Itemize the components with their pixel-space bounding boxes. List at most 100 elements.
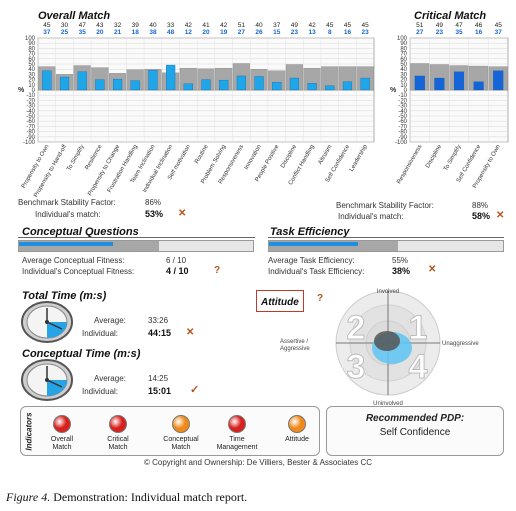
- attitude-quadrant-2: 2: [347, 309, 366, 347]
- attitude-benchmark-zone: [374, 331, 400, 351]
- conceptual-time-individual-label: Individual:: [82, 387, 119, 396]
- conceptual-time-check-icon: ✓: [190, 384, 200, 396]
- top-label-benchmark: 45: [43, 22, 51, 29]
- top-label-individual: 12: [185, 29, 193, 36]
- y-tick-label: 30: [400, 72, 407, 78]
- overall-match-chart: 1009080706050403020100-10-20-30-40-50-60…: [18, 22, 375, 199]
- y-tick-label: 80: [400, 46, 407, 52]
- indicator-conceptual-label-2: Match: [171, 444, 191, 451]
- conceptual-individual-value: 4 / 10: [166, 266, 189, 276]
- conceptual-flag-icon: ?: [214, 265, 221, 276]
- top-label-individual: 16: [475, 29, 483, 36]
- y-tick-label: 10: [400, 83, 407, 89]
- overall-benchmark-value: 86%: [145, 198, 162, 207]
- y-tick-label: -70: [398, 124, 407, 130]
- category-label: Routine: [194, 143, 210, 164]
- individual-bar: [453, 71, 465, 91]
- attitude-assertive-label-line2: Aggressive: [280, 346, 310, 352]
- y-tick-label: -70: [26, 124, 35, 130]
- category-label: Discipline: [280, 143, 298, 169]
- top-label-individual: 37: [495, 29, 503, 36]
- top-label-individual: 25: [61, 29, 69, 36]
- indicator-time-label-1: Time: [229, 436, 245, 443]
- y-tick-label: -100: [395, 140, 408, 146]
- top-label-individual: 23: [291, 29, 299, 36]
- conceptual-time-average-value: 14:25: [148, 374, 169, 383]
- y-tick-label: -60: [26, 119, 35, 125]
- overall-individual-label: Individual's match:: [35, 210, 101, 219]
- task-flag-icon: ✕: [428, 264, 437, 275]
- y-tick-label: 50: [400, 62, 407, 68]
- top-label-individual: 27: [416, 29, 424, 36]
- indicator-overall-label-2: Match: [52, 444, 72, 451]
- category-label: To Simplify: [443, 144, 463, 172]
- conceptual-divider: [18, 237, 255, 238]
- individual-bar: [166, 64, 176, 91]
- critical-match-chart: 1009080706050403020100-10-20-30-40-50-60…: [390, 22, 509, 189]
- individual-bar: [113, 78, 123, 91]
- category-label: Propensity to Change: [87, 143, 121, 197]
- top-label-individual: 21: [114, 29, 122, 36]
- y-tick-label: -30: [26, 104, 35, 110]
- total-time-individual-label: Individual:: [82, 329, 119, 338]
- top-label-benchmark: 45: [495, 22, 503, 29]
- total-time-individual-value: 44:15: [148, 328, 172, 338]
- y-tick-label: 60: [28, 57, 35, 63]
- attitude-assertive-label: Assertive / Aggressive: [280, 339, 310, 353]
- category-label: To Simplify: [66, 144, 86, 172]
- total-time-flag-icon: ✕: [186, 327, 195, 338]
- attitude-title: Attitude: [261, 297, 299, 308]
- y-tick-label: -30: [398, 104, 407, 110]
- top-label-benchmark: 41: [202, 22, 210, 29]
- conceptual-average-label: Average Conceptual Fitness:: [22, 256, 125, 265]
- recommended-pdp-panel: Recommended PDP: Self Confidence: [326, 406, 504, 456]
- y-tick-label: -40: [26, 109, 35, 115]
- copyright-text: © Copyright and Ownership: De Villiers, …: [143, 458, 373, 467]
- top-label-benchmark: 45: [362, 22, 370, 29]
- top-label-individual: 35: [79, 29, 87, 36]
- individual-bar: [434, 77, 445, 91]
- conceptual-average-fill: [19, 241, 159, 251]
- top-label-benchmark: 51: [238, 22, 246, 29]
- category-label: Leadership: [349, 143, 369, 172]
- top-label-individual: 20: [96, 29, 104, 36]
- individual-bar: [414, 75, 425, 91]
- y-tick-label: -80: [26, 130, 35, 136]
- top-label-benchmark: 42: [185, 22, 193, 29]
- indicator-critical-match-light: [109, 415, 127, 433]
- y-tick-label: -90: [26, 135, 35, 141]
- top-label-benchmark: 33: [167, 22, 175, 29]
- top-label-benchmark: 46: [475, 22, 483, 29]
- top-label-individual: 26: [255, 29, 263, 36]
- task-individual-value: 38%: [392, 266, 411, 276]
- individual-bar: [289, 77, 299, 91]
- y-tick-label: 10: [28, 83, 35, 89]
- top-label-benchmark: 40: [255, 22, 263, 29]
- category-label: Innovation: [244, 144, 263, 171]
- top-label-benchmark: 43: [96, 22, 104, 29]
- individual-bar: [42, 70, 52, 91]
- y-tick-label: 70: [28, 52, 35, 58]
- individual-bar: [473, 81, 484, 91]
- y-tick-label: 0: [404, 88, 408, 94]
- y-tick-label: -10: [26, 93, 35, 99]
- y-axis-label: %: [390, 87, 397, 94]
- individual-bar: [77, 71, 87, 91]
- y-tick-label: -50: [398, 114, 407, 120]
- y-tick-label: 20: [400, 78, 407, 84]
- y-tick-label: -20: [398, 98, 407, 104]
- conceptual-time-individual-value: 15:01: [148, 386, 172, 396]
- y-tick-label: -100: [23, 140, 36, 146]
- total-time-title: Total Time (m:s): [22, 290, 107, 302]
- attitude-quadrant-1: 1: [409, 309, 428, 347]
- indicator-conceptual-match-light: [172, 415, 190, 433]
- task-efficiency-title: Task Efficiency: [270, 226, 350, 238]
- top-label-benchmark: 47: [455, 22, 463, 29]
- attitude-flag-icon: ?: [317, 293, 324, 304]
- indicator-critical-label-1: Critical: [107, 436, 129, 443]
- y-tick-label: 70: [400, 52, 407, 58]
- task-average-label: Average Task Efficiency:: [268, 256, 355, 265]
- top-label-individual: 48: [167, 29, 175, 36]
- y-axis-label: %: [18, 87, 25, 94]
- attitude-assertive-label-line1: Assertive /: [280, 339, 309, 345]
